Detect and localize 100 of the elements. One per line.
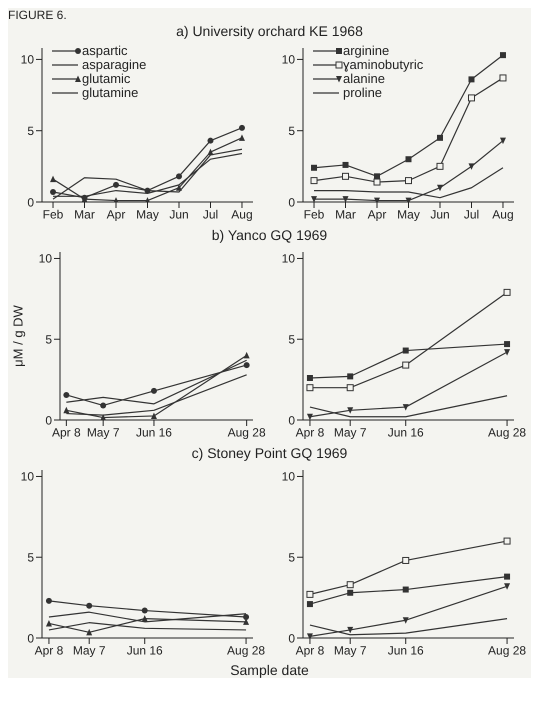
point — [436, 184, 443, 192]
x-tick-label: May 7 — [86, 426, 120, 440]
point — [504, 538, 511, 545]
point — [306, 601, 313, 608]
y-tick-label: 5 — [27, 124, 34, 138]
point — [436, 162, 444, 170]
caption: FIGURE 6. — [8, 8, 68, 22]
legend-label: ɣaminobutyric — [343, 57, 424, 72]
point — [207, 138, 214, 144]
point — [402, 348, 409, 354]
point — [402, 586, 409, 593]
y-tick-label: 10 — [38, 252, 52, 266]
legend-label: glutamine — [82, 85, 138, 100]
y-tick-label: 5 — [288, 550, 296, 564]
point — [374, 178, 381, 186]
y-axis-title: μM / g DW — [10, 304, 26, 367]
point — [306, 414, 313, 420]
point — [499, 74, 506, 82]
point — [504, 574, 510, 580]
y-tick-label: 0 — [27, 195, 34, 210]
point — [46, 598, 52, 604]
point — [238, 124, 245, 131]
x-tick-label: Apr 8 — [34, 644, 64, 658]
x-tick-label: May — [397, 208, 420, 222]
point — [244, 352, 250, 358]
x-tick-label: Jun — [169, 208, 189, 222]
x-tick-label: Apr 8 — [296, 644, 325, 658]
y-tick-label: 10 — [20, 52, 34, 67]
point — [86, 602, 92, 609]
x-tick-label: Aug — [492, 208, 514, 222]
y-tick-label: 0 — [288, 195, 296, 210]
point — [244, 362, 250, 368]
legend-label: proline — [343, 85, 382, 100]
x-tick-label: Aug 28 — [488, 426, 526, 440]
chart-title: a) University orchard KE 1968 — [175, 22, 364, 40]
point — [100, 402, 106, 408]
y-tick-label: 5 — [45, 332, 52, 346]
point — [63, 406, 70, 414]
point — [100, 414, 106, 420]
x-tick-label: Apr 8 — [52, 426, 82, 440]
point — [405, 177, 412, 184]
point — [500, 52, 506, 58]
y-tick-label: 0 — [288, 631, 296, 646]
x-tick-label: Feb — [42, 208, 64, 222]
point — [207, 148, 214, 156]
point — [468, 163, 474, 170]
x-tick-label: Apr 8 — [296, 426, 325, 440]
point — [346, 581, 354, 588]
point — [347, 407, 354, 414]
point — [50, 189, 56, 196]
point — [346, 384, 354, 392]
point — [306, 590, 314, 598]
point — [402, 362, 410, 369]
point — [311, 196, 318, 202]
point — [342, 196, 349, 202]
y-tick-label: 5 — [288, 124, 296, 138]
x-tick-label: Mar — [335, 208, 356, 222]
point — [306, 375, 313, 381]
y-tick-label: 10 — [282, 252, 296, 266]
point — [142, 608, 148, 614]
point — [504, 288, 511, 296]
y-tick-label: 5 — [27, 550, 34, 564]
x-axis-title: Sample date — [229, 662, 310, 678]
x-tick-label: Aug 28 — [488, 644, 526, 658]
legend-label: arginine — [343, 43, 390, 58]
legend-label: asparagine — [82, 57, 146, 72]
point — [310, 177, 318, 184]
x-tick-label: May — [136, 208, 159, 222]
x-tick-label: May 7 — [72, 644, 106, 658]
x-tick-label: Apr — [106, 208, 126, 222]
point — [176, 173, 182, 180]
y-tick-label: 0 — [288, 413, 296, 428]
y-tick-label: 0 — [45, 413, 52, 428]
point — [311, 164, 318, 171]
point — [50, 176, 56, 182]
point — [342, 172, 350, 180]
y-tick-label: 0 — [27, 631, 34, 646]
chart-title: c) Stoney Point GQ 1969 — [190, 444, 348, 462]
x-tick-label: Jul — [202, 208, 218, 222]
legend-label: aspartic — [82, 43, 128, 58]
point — [504, 583, 510, 590]
point — [142, 615, 148, 622]
y-tick-label: 5 — [288, 332, 296, 346]
point — [150, 388, 157, 394]
point — [176, 184, 182, 191]
point — [63, 392, 70, 398]
legend-label: alanine — [343, 71, 385, 86]
point — [306, 633, 313, 638]
x-tick-label: Jun 16 — [388, 644, 424, 658]
point — [113, 182, 120, 188]
x-tick-label: May 7 — [334, 426, 367, 440]
x-tick-label: Mar — [74, 208, 95, 222]
point — [342, 162, 349, 168]
x-tick-label: Aug 28 — [228, 426, 266, 440]
point — [86, 628, 92, 636]
y-tick-label: 10 — [20, 470, 34, 484]
point — [504, 349, 510, 356]
legend-label: glutamic — [82, 71, 130, 86]
x-tick-label: Aug — [231, 208, 253, 222]
x-tick-label: Apr — [368, 208, 386, 222]
